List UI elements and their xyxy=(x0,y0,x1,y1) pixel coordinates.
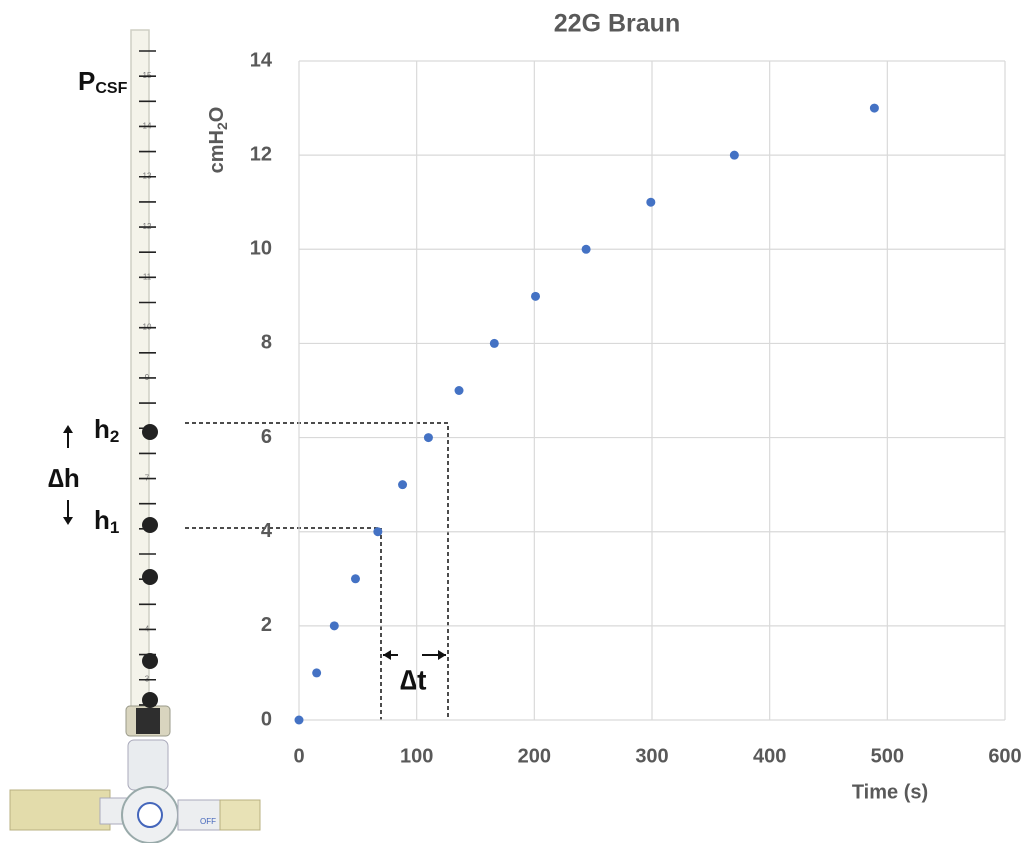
point xyxy=(729,150,739,160)
grid: 0 2 4 6 8 10 12 14 0 100 200 300 400 500 600 xyxy=(250,49,1022,767)
ball xyxy=(142,692,158,708)
point xyxy=(373,527,383,537)
point xyxy=(350,574,360,584)
arrow-head xyxy=(63,425,73,433)
x-tick-label: 300 xyxy=(635,745,668,767)
point xyxy=(329,621,339,631)
x-tick-label: 400 xyxy=(753,745,786,767)
y-tick-label: 0 xyxy=(261,708,272,730)
y-tick-label: 4 xyxy=(261,520,273,542)
point xyxy=(312,668,322,678)
point xyxy=(646,197,656,207)
connector xyxy=(127,739,169,791)
point xyxy=(294,715,304,725)
left-tube xyxy=(9,789,111,831)
cap-core xyxy=(136,708,160,734)
pcsf-label: PCSF xyxy=(78,66,128,97)
arrow-head xyxy=(383,650,391,660)
point xyxy=(581,244,591,254)
arrow-head xyxy=(438,650,446,660)
manometer-scale: 1514131211109743 xyxy=(139,50,156,706)
off-label: OFF xyxy=(200,817,216,826)
ball xyxy=(142,569,158,585)
y-tick-label: 6 xyxy=(261,426,272,448)
pcsf-sub: CSF xyxy=(95,80,127,97)
y-label-end: O xyxy=(206,107,228,123)
stopcock-handle xyxy=(137,802,163,828)
y-tick-label: 14 xyxy=(250,49,273,71)
x-tick-label: 200 xyxy=(518,745,551,767)
plot xyxy=(294,103,879,725)
point xyxy=(398,480,408,490)
y-tick-label: 2 xyxy=(261,614,272,636)
x-tick-label: 600 xyxy=(988,745,1021,767)
pcsf-main: P xyxy=(78,66,95,96)
ball xyxy=(142,653,158,669)
point xyxy=(869,103,879,113)
point xyxy=(454,386,464,395)
h1-sub: 1 xyxy=(110,518,119,537)
point xyxy=(489,338,499,348)
y-tick-label: 8 xyxy=(261,332,272,354)
h2-main: h xyxy=(94,414,110,444)
arrow-head xyxy=(63,517,73,525)
y-axis-label: cmH2O xyxy=(206,107,229,174)
y-tick-label: 10 xyxy=(250,238,272,260)
h1-label: h1 xyxy=(94,505,119,538)
dh-label: ∆h xyxy=(48,463,80,493)
y-label-sub: 2 xyxy=(214,122,230,130)
h2-label: h2 xyxy=(94,414,119,447)
h1-main: h xyxy=(94,505,110,535)
h2-sub: 2 xyxy=(110,427,119,446)
x-tick-label: 100 xyxy=(400,745,433,767)
point xyxy=(531,291,541,301)
ball xyxy=(142,517,158,533)
ball xyxy=(142,424,158,440)
dashed-guides xyxy=(185,422,449,720)
x-axis-label: Time (s) xyxy=(852,781,928,803)
chart-title: 22G Braun xyxy=(554,10,680,38)
x-tick-label: 0 xyxy=(293,745,304,767)
point xyxy=(423,433,433,443)
h2-guide xyxy=(185,422,449,720)
right-tube xyxy=(219,799,261,831)
x-tick-label: 500 xyxy=(871,745,904,767)
y-label-main: cmH xyxy=(206,130,228,173)
dt-label: ∆t xyxy=(400,664,426,695)
right-join xyxy=(177,799,224,831)
y-tick-label: 12 xyxy=(250,143,272,165)
h1-guide xyxy=(185,527,382,720)
